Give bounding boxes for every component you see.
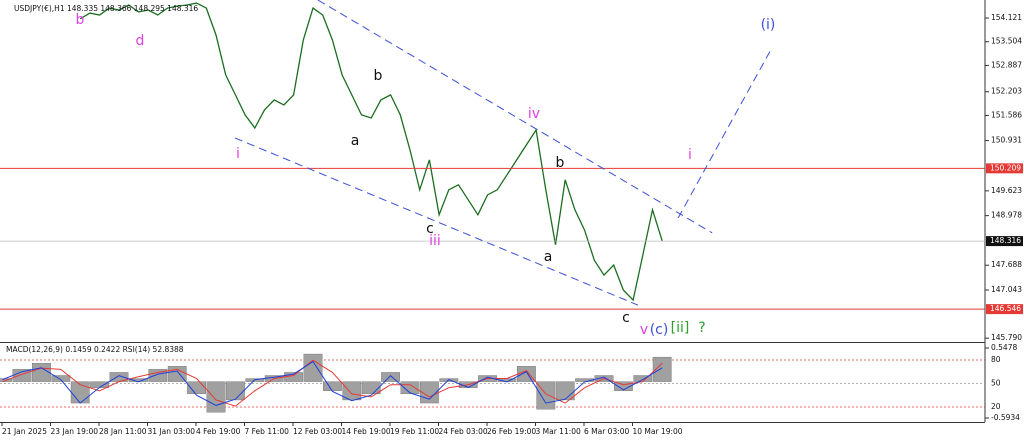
last-price-box bbox=[986, 236, 1023, 247]
level-label-box bbox=[986, 304, 1023, 315]
macd-bar bbox=[517, 366, 536, 382]
x-tick-label: 23 Jan 19:00 bbox=[51, 427, 99, 436]
y-tick-label: -0.5934 bbox=[991, 413, 1020, 422]
wave-label: (c) bbox=[650, 322, 669, 338]
wave-label: i bbox=[688, 147, 692, 163]
wave-label: iv bbox=[528, 106, 540, 122]
y-tick-label: 0.5478 bbox=[991, 343, 1017, 352]
x-tick-label: 7 Feb 11:00 bbox=[245, 427, 290, 436]
macd-bar bbox=[187, 381, 206, 395]
wave-label: a bbox=[351, 133, 360, 149]
x-tick-label: 6 Mar 03:00 bbox=[584, 427, 630, 436]
panel-1 bbox=[0, 353, 985, 413]
trend-line bbox=[317, 0, 713, 234]
trend-line bbox=[234, 137, 639, 306]
x-tick-label: 21 Jan 2025 bbox=[2, 427, 47, 436]
indicator-title: MACD(12,26,9) 0.1459 0.2422 RSI(14) 52.8… bbox=[6, 345, 184, 354]
x-tick-label: 28 Jan 11:00 bbox=[99, 427, 147, 436]
level-label-box bbox=[986, 163, 1023, 174]
trend-line bbox=[677, 47, 773, 219]
macd-bar bbox=[323, 381, 342, 391]
price-line bbox=[79, 2, 663, 302]
y2-tick-label: 50 bbox=[991, 378, 1001, 387]
wave-label: iii bbox=[429, 233, 441, 249]
wave-label: (i) bbox=[761, 17, 776, 33]
macd-bar bbox=[32, 363, 51, 382]
macd-bar bbox=[342, 381, 362, 401]
macd-bar bbox=[206, 381, 226, 413]
x-tick-label: 3 Mar 11:00 bbox=[535, 427, 581, 436]
level-label: 150.209 bbox=[990, 163, 1021, 172]
x-tick-label: 14 Feb 19:00 bbox=[342, 427, 391, 436]
y-tick-label: 148.978 bbox=[991, 211, 1022, 220]
macd-bar bbox=[555, 381, 575, 401]
y-tick-label: 151.586 bbox=[991, 110, 1022, 119]
wave-label: [ii] bbox=[671, 320, 690, 336]
wave-label: ? bbox=[698, 320, 705, 336]
macd-bar bbox=[652, 356, 672, 382]
macd-bar bbox=[51, 375, 71, 382]
indicator-line bbox=[2, 360, 663, 406]
x-tick-label: 10 Mar 19:00 bbox=[632, 427, 682, 436]
x-tick-label: 31 Jan 03:00 bbox=[148, 427, 196, 436]
wave-label: d bbox=[136, 33, 145, 49]
indicator-line bbox=[2, 359, 663, 407]
macd-bar bbox=[633, 375, 653, 382]
macd-bar bbox=[303, 353, 323, 382]
panel-0 bbox=[79, 2, 663, 302]
y-tick-label: 153.504 bbox=[991, 37, 1022, 46]
x-tick-label: 12 Feb 03:00 bbox=[293, 427, 342, 436]
level-label: 146.546 bbox=[990, 304, 1021, 313]
y-tick-label: 145.790 bbox=[991, 333, 1022, 342]
macd-bar bbox=[226, 381, 245, 401]
macd-bar bbox=[381, 372, 400, 382]
macd-bar bbox=[614, 381, 633, 391]
y2-tick-label: 80 bbox=[991, 355, 1001, 364]
x-tick-label: 19 Feb 11:00 bbox=[390, 427, 439, 436]
wave-label: b bbox=[76, 12, 85, 28]
y-tick-label: 152.203 bbox=[991, 87, 1022, 96]
y-tick-label: 150.931 bbox=[991, 136, 1022, 145]
y-tick-label: 147.043 bbox=[991, 285, 1022, 294]
wave-label: b bbox=[374, 68, 383, 84]
chart-title: USDJPY(€),H1 148.335 148.366 148.295 148… bbox=[14, 4, 198, 13]
y2-tick-label: 20 bbox=[991, 402, 1001, 411]
wave-label: c bbox=[622, 310, 630, 326]
y-tick-label: 149.623 bbox=[991, 186, 1022, 195]
x-tick-label: 4 Feb 19:00 bbox=[196, 427, 241, 436]
wave-label: c bbox=[426, 221, 434, 237]
x-tick-label: 24 Feb 03:00 bbox=[439, 427, 488, 436]
y-tick-label: 154.121 bbox=[991, 13, 1022, 22]
macd-bar bbox=[361, 381, 381, 395]
x-tick-label: 26 Feb 19:00 bbox=[487, 427, 536, 436]
last-price-label: 148.316 bbox=[990, 236, 1021, 245]
wave-label: v bbox=[640, 322, 648, 338]
wave-label: i bbox=[236, 146, 240, 162]
wave-label: a bbox=[544, 249, 553, 265]
y-tick-label: 147.688 bbox=[991, 260, 1022, 269]
macd-bar bbox=[148, 369, 168, 382]
y-tick-label: 152.887 bbox=[991, 60, 1022, 69]
wave-label: b bbox=[556, 155, 565, 171]
